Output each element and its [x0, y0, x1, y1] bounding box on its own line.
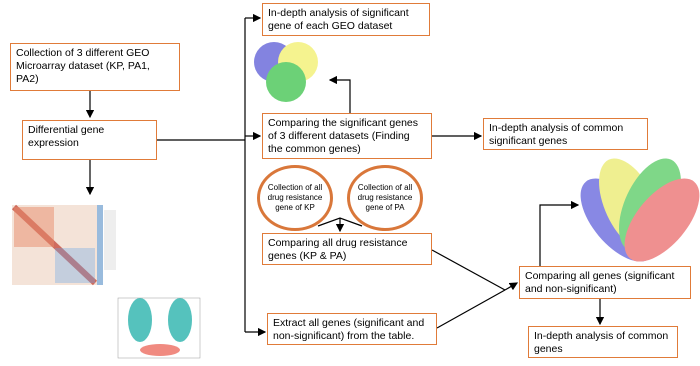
- node-collection: Collection of 3 different GEO Microarray…: [10, 43, 180, 91]
- node-indepth-each: In-depth analysis of significant gene of…: [262, 3, 430, 36]
- volcano-plot: [117, 297, 201, 359]
- venn-four: [580, 158, 700, 262]
- node-extract: Extract all genes (significant and non-s…: [267, 313, 437, 345]
- node-differential: Differential gene expression: [22, 120, 157, 160]
- node-pa-resistance: Collection of all drug resistance gene o…: [347, 165, 423, 231]
- node-indepth-common: In-depth analysis of common genes: [528, 326, 678, 358]
- node-compare-resistance: Comparing all drug resistance genes (KP …: [262, 233, 432, 265]
- node-compare-significant: Comparing the significant genes of 3 dif…: [262, 113, 432, 159]
- node-indepth-common-sig: In-depth analysis of common significant …: [483, 118, 648, 150]
- venn-three: [254, 42, 318, 102]
- node-kp-resistance: Collection of all drug resistance gene o…: [257, 165, 333, 231]
- heatmap-figure: [11, 204, 116, 286]
- arrows: [85, 13, 605, 337]
- node-compare-all: Comparing all genes (significant and non…: [519, 266, 691, 299]
